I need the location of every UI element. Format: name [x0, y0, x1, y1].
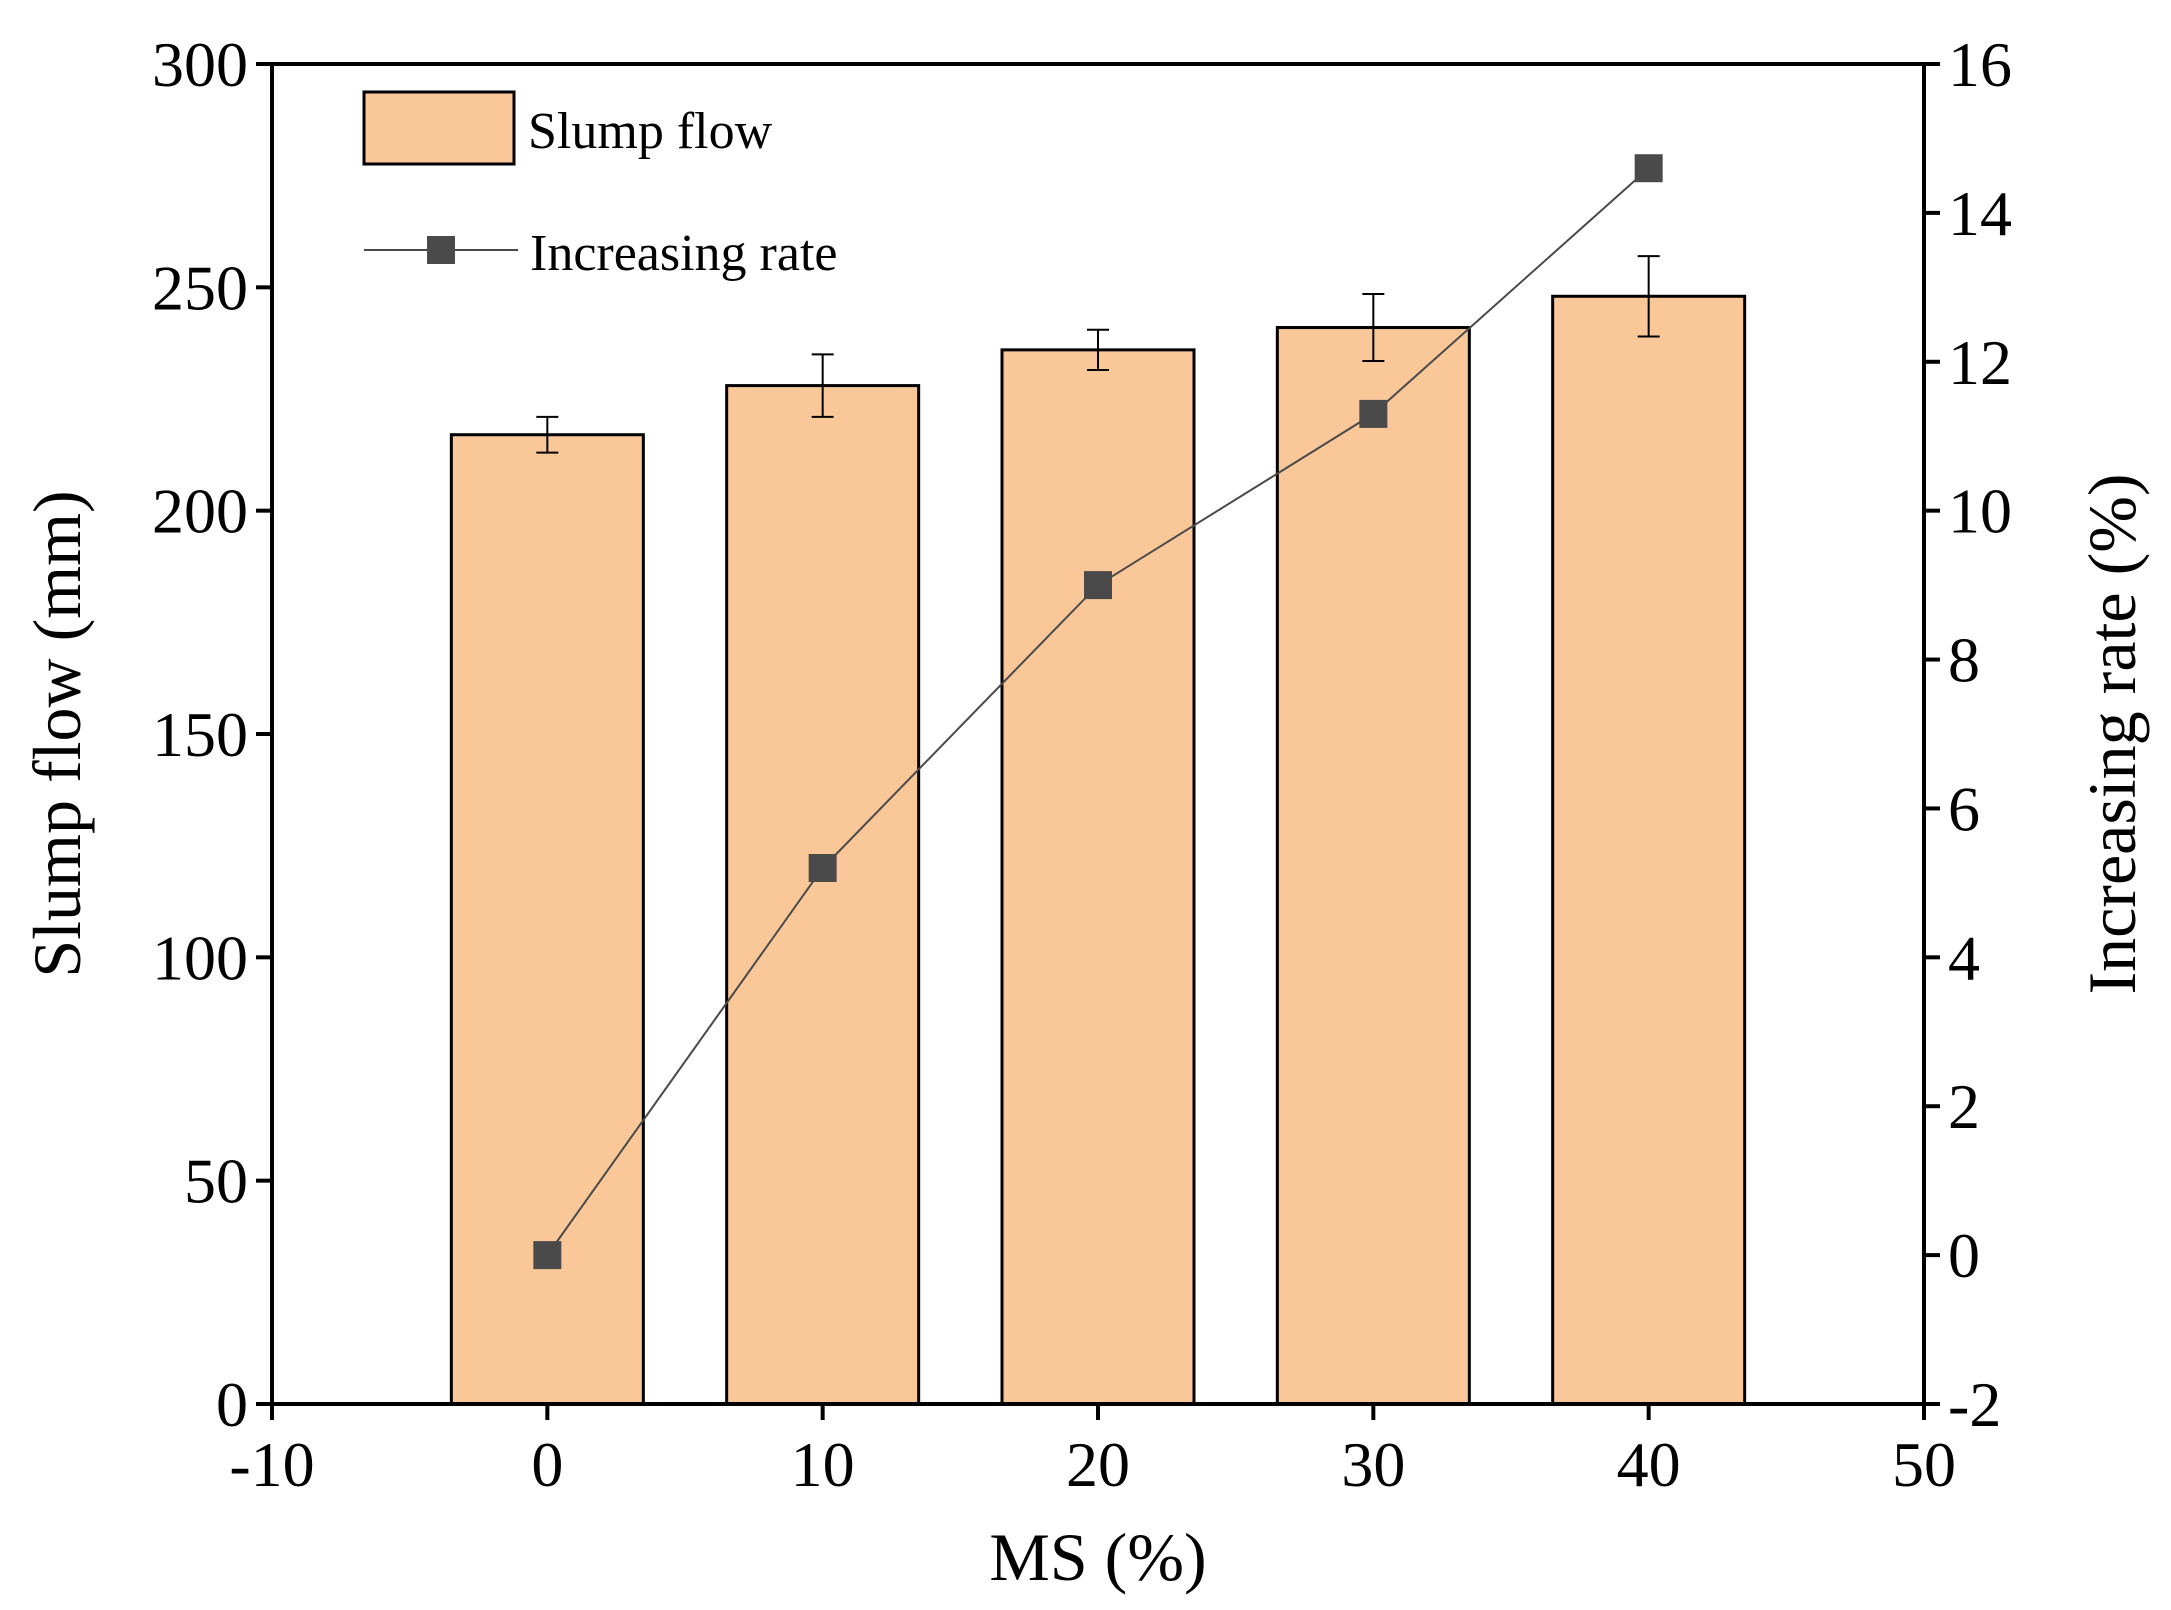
- ticks-layer: [256, 62, 1940, 1420]
- error-bars-layer: [536, 255, 1660, 454]
- bar-ms-40: [1551, 294, 1747, 1406]
- y2-tick-label-12: 12: [1948, 327, 2012, 398]
- y2-tick-label-2: 2: [1948, 1071, 1980, 1142]
- y-tick-label-200: 200: [152, 476, 248, 547]
- y2-tick-label-6: 6: [1948, 773, 1980, 844]
- x-tick-label-20: 20: [1066, 1429, 1130, 1500]
- tick-labels-layer: -10 0 10 20 30 40 50050100150200250300-2024681…: [152, 29, 2012, 1500]
- y-tick-label-250: 250: [152, 252, 248, 323]
- x-tick-label-40: 40: [1617, 1429, 1681, 1500]
- x-tick-label-50: 50: [1892, 1429, 1956, 1500]
- x-tick-label--10: -10: [229, 1429, 314, 1500]
- y-tick-label-100: 100: [152, 922, 248, 993]
- y2-axis-title: Increasing rate (%): [2074, 473, 2150, 994]
- x-tick-label-0: 0: [531, 1429, 563, 1500]
- legend-marker-swatch: [427, 236, 455, 264]
- y2-tick-label-14: 14: [1948, 178, 2012, 249]
- rate-marker-ms-30: [1359, 399, 1388, 428]
- legend-label-slump-flow: Slump flow: [528, 103, 773, 160]
- rate-marker-ms-20: [1084, 571, 1112, 600]
- x-axis-title: MS (%): [989, 1519, 1206, 1595]
- y2-tick-label-0: 0: [1948, 1220, 1980, 1291]
- rate-marker-ms-0: [533, 1241, 562, 1270]
- y-tick-label-50: 50: [184, 1146, 248, 1217]
- y2-tick-label--2: -2: [1948, 1369, 2001, 1440]
- y-tick-label-150: 150: [152, 699, 248, 770]
- y2-tick-label-8: 8: [1948, 625, 1980, 696]
- legend: Slump flow Increasing rate: [362, 90, 837, 282]
- y-tick-label-0: 0: [216, 1369, 248, 1440]
- rate-marker-ms-40: [1634, 154, 1663, 183]
- y2-tick-label-10: 10: [1948, 476, 2012, 547]
- bar-ms-20: [1000, 348, 1196, 1406]
- x-tick-label-10: 10: [791, 1429, 855, 1500]
- bar-ms-10: [725, 384, 921, 1406]
- y-tick-label-300: 300: [152, 29, 248, 100]
- x-tick-label-30: 30: [1341, 1429, 1405, 1500]
- bar-ms-30: [1275, 326, 1471, 1406]
- rate-marker-ms-10: [808, 854, 837, 882]
- legend-label-increasing-rate: Increasing rate: [530, 225, 837, 282]
- y2-tick-label-4: 4: [1948, 922, 1980, 993]
- y-axis-title: Slump flow (mm): [19, 490, 95, 977]
- y2-tick-label-16: 16: [1948, 29, 2012, 100]
- bars-layer: [449, 294, 1747, 1406]
- legend-bar-swatch: [362, 90, 516, 166]
- rate-line-layer: [533, 154, 1663, 1270]
